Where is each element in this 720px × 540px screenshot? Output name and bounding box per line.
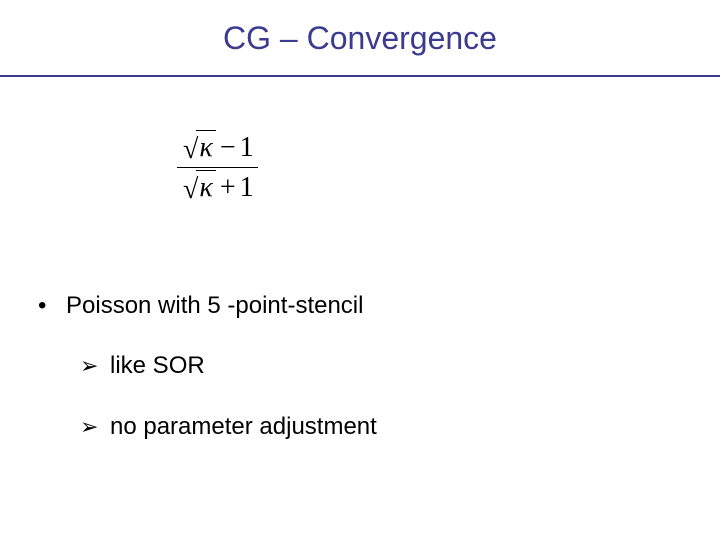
sub-bullet-item: ➢ no parameter adjustment xyxy=(80,411,377,443)
slide-body: • Poisson with 5 -point-stencil ➢ like S… xyxy=(38,290,377,471)
formula-fraction: √κ −1 √κ +1 xyxy=(177,130,258,204)
den-op: + xyxy=(216,172,240,203)
radical-sign-icon: √ xyxy=(183,134,198,165)
radicand-den: κ xyxy=(196,170,215,205)
num-const: 1 xyxy=(240,132,254,163)
bullet-item: • Poisson with 5 -point-stencil xyxy=(38,290,377,322)
den-const: 1 xyxy=(240,172,254,203)
sub-bullet-item: ➢ like SOR xyxy=(80,350,377,382)
formula-numerator: √κ −1 xyxy=(177,130,258,168)
slide: CG – Convergence √κ −1 √κ +1 • Poisson w… xyxy=(0,0,720,540)
num-op: − xyxy=(216,132,240,163)
sub-bullet-text: like SOR xyxy=(110,350,205,382)
radical-sign-icon: √ xyxy=(183,174,198,205)
radicand-num: κ xyxy=(196,130,215,165)
bullet-text: Poisson with 5 -point-stencil xyxy=(66,290,363,322)
convergence-formula: √κ −1 √κ +1 xyxy=(177,130,258,204)
slide-title: CG – Convergence xyxy=(0,0,720,75)
sub-bullet-marker-icon: ➢ xyxy=(80,412,110,442)
sub-bullet-text: no parameter adjustment xyxy=(110,411,377,443)
sqrt-num: √κ xyxy=(181,130,216,165)
sub-bullet-marker-icon: ➢ xyxy=(80,351,110,381)
sqrt-den: √κ xyxy=(181,170,216,205)
bullet-marker-icon: • xyxy=(38,290,66,322)
formula-denominator: √κ +1 xyxy=(177,168,258,205)
title-rule xyxy=(0,75,720,77)
